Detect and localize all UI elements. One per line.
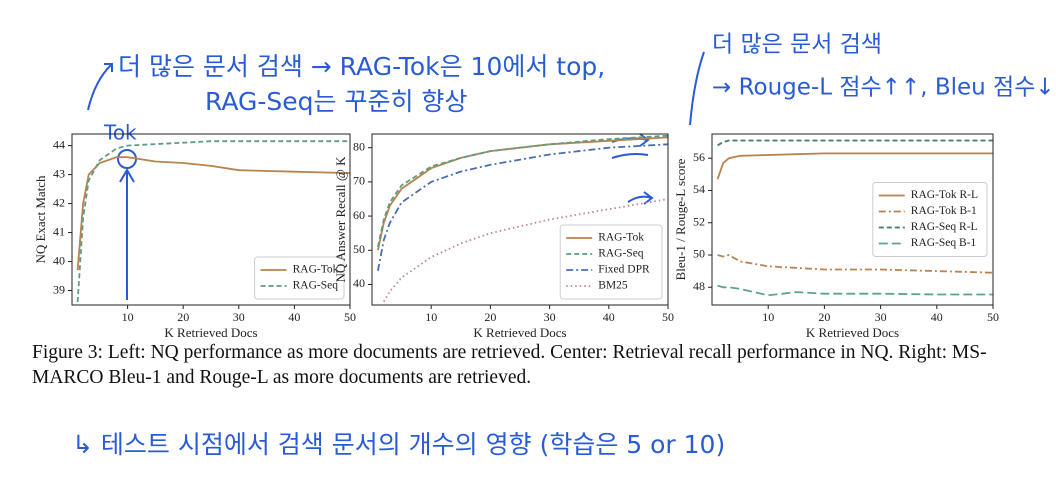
x-axis-label: K Retrieved Docs: [806, 325, 899, 340]
y-tick-label: 70: [353, 174, 365, 188]
series-line: [76, 140, 350, 303]
annotation: 더 많은 문서 검색: [712, 32, 882, 58]
x-axis-label: K Retrieved Docs: [473, 325, 566, 340]
x-tick-label: 30: [875, 310, 887, 324]
legend-label: RAG-Tok: [598, 232, 644, 244]
y-tick-label: 50: [353, 242, 365, 256]
x-tick-label: 50: [987, 310, 999, 324]
y-tick-label: 50: [693, 247, 705, 261]
x-axis-label: K Retrieved Docs: [164, 325, 257, 340]
legend-label: RAG-Seq R-L: [911, 221, 978, 233]
legend-label: RAG-Tok R-L: [911, 189, 978, 201]
x-tick-label: 40: [931, 310, 943, 324]
x-tick-label: 30: [544, 310, 556, 324]
series-line: [377, 143, 668, 271]
annotation: → Rouge-L 점수↑↑, Bleu 점수↓↓: [712, 75, 1056, 101]
x-tick-label: 10: [762, 310, 774, 324]
legend-box: [254, 256, 345, 300]
x-tick-label: 20: [818, 310, 830, 324]
caption: Figure 3: Left: NQ performance as more d…: [32, 342, 987, 388]
plot-frame: [711, 133, 994, 306]
y-axis-label: NQ Exact Match: [33, 175, 48, 264]
annotation: ↳ 테스트 시점에서 검색 문서의 개수의 영향 (학습은 5 or 10): [72, 430, 725, 459]
x-tick-label: 40: [288, 310, 300, 324]
plot-frame: [71, 133, 351, 306]
legend-label: RAG-Seq: [293, 280, 339, 292]
y-tick-label: 40: [53, 253, 65, 267]
x-tick-label: 40: [603, 310, 615, 324]
legend-label: RAG-Seq: [598, 248, 644, 260]
annotation: 더 많은 문서 검색 → RAG-Tok은 10에서 top,: [118, 52, 605, 81]
y-axis-label: NQ Answer Recall @ K: [333, 156, 348, 283]
y-tick-label: 60: [353, 208, 365, 222]
x-tick-label: 20: [484, 310, 496, 324]
x-tick-label: 50: [662, 310, 674, 324]
series-line: [717, 139, 993, 147]
x-tick-label: 10: [425, 310, 437, 324]
y-tick-label: 44: [53, 137, 65, 151]
x-tick-label: 20: [177, 310, 189, 324]
series-line: [383, 198, 668, 303]
plot-frame: [371, 133, 669, 306]
series-line: [717, 254, 993, 274]
y-tick-label: 54: [693, 182, 705, 196]
series-line: [76, 156, 350, 271]
x-tick-label: 50: [344, 310, 356, 324]
y-tick-label: 43: [53, 166, 65, 180]
y-axis-label: Bleu-1 / Rouge-L score: [673, 158, 688, 280]
y-tick-label: 56: [693, 150, 705, 164]
legend-label: BM25: [598, 280, 628, 292]
y-tick-label: 48: [693, 279, 705, 293]
series-line: [377, 134, 668, 248]
legend-label: Fixed DPR: [598, 264, 650, 276]
annotation: Tok: [103, 121, 137, 145]
legend-box: [559, 224, 663, 300]
annotation: RAG-Seq는 꾸준히 향상: [205, 87, 467, 116]
y-tick-label: 52: [693, 214, 705, 228]
legend-label: RAG-Tok B-1: [911, 205, 977, 217]
legend-label: RAG-Seq B-1: [911, 237, 977, 249]
legend-label: RAG-Tok: [293, 264, 339, 276]
x-tick-label: 10: [122, 310, 134, 324]
legend-box: [872, 182, 988, 257]
y-tick-label: 41: [53, 224, 65, 238]
y-tick-label: 42: [53, 195, 65, 209]
series-line: [716, 152, 993, 180]
x-tick-label: 30: [233, 310, 245, 324]
y-tick-label: 39: [53, 282, 65, 296]
series-line: [717, 284, 993, 297]
y-tick-label: 80: [353, 139, 365, 153]
y-tick-label: 40: [353, 276, 365, 290]
